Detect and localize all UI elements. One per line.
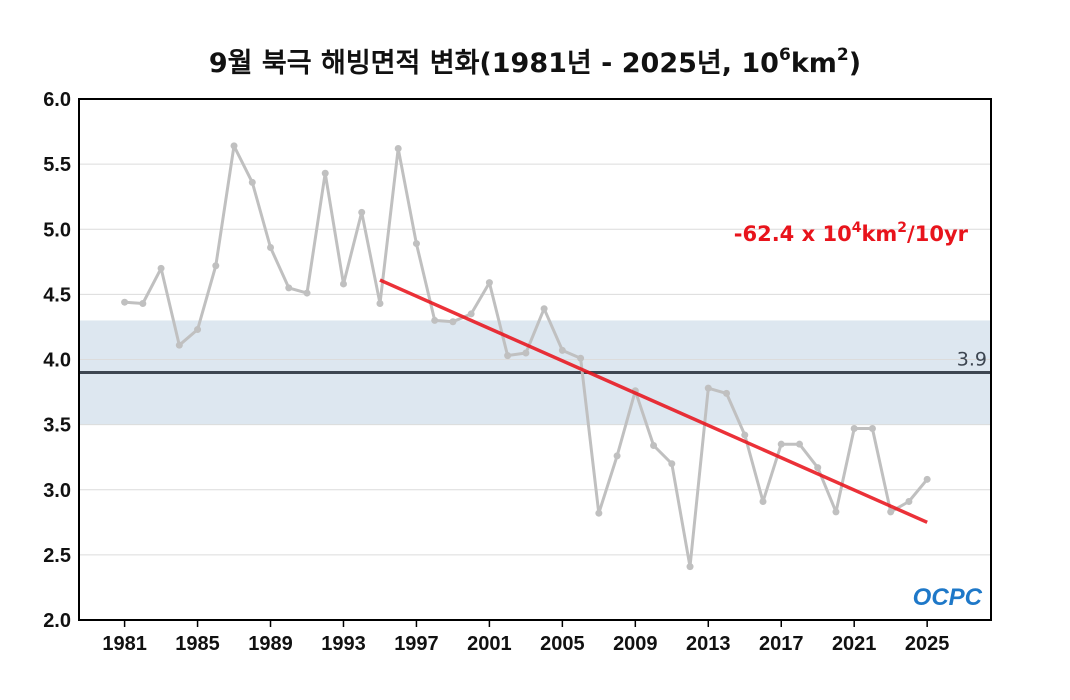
x-tick-label: 1993 — [321, 633, 366, 655]
trend-label-sup-2: 2 — [897, 220, 907, 236]
trend-label-sup-1: 4 — [852, 220, 862, 236]
data-point — [139, 299, 147, 307]
x-axis-tick-labels: 1981 1985 1989 1993 1997 2001 2005 2009 2013 2017… — [102, 633, 949, 655]
x-axis-ticks — [123, 620, 928, 627]
data-point — [485, 279, 493, 287]
data-point — [759, 497, 767, 505]
y-tick-label: 4.0 — [43, 350, 71, 372]
data-point — [868, 425, 876, 433]
data-point — [431, 316, 439, 324]
y-tick-label: 2.5 — [43, 545, 71, 567]
data-point — [285, 284, 293, 292]
x-tick-label: 1989 — [248, 633, 293, 655]
y-tick-label: 3.5 — [43, 415, 71, 437]
data-point — [230, 142, 238, 150]
title-sup-2: 2 — [837, 45, 849, 65]
y-tick-label: 5.5 — [43, 154, 71, 176]
trend-label-base: -62.4 x 10 — [734, 222, 852, 246]
x-tick-label: 2005 — [540, 633, 585, 655]
data-point — [577, 354, 585, 362]
y-tick-label: 3.0 — [43, 480, 71, 502]
data-point — [905, 497, 913, 505]
plot-frame — [78, 98, 992, 621]
trend-line — [379, 278, 928, 524]
data-point — [522, 349, 530, 357]
data-point — [321, 169, 329, 177]
data-point — [339, 280, 347, 288]
data-point — [394, 144, 402, 152]
trend-label: -62.4 x 104km2/10yr — [734, 220, 969, 246]
data-point — [668, 460, 676, 468]
data-point — [814, 464, 822, 472]
ocpc-logo: OCPC — [913, 584, 983, 611]
title-sup-1: 6 — [779, 45, 791, 65]
data-point — [175, 341, 183, 349]
data-point — [376, 299, 384, 307]
data-point — [194, 326, 202, 334]
trend-label-mid: km — [861, 222, 897, 246]
x-tick-label: 2025 — [905, 633, 950, 655]
x-tick-label: 1997 — [394, 633, 439, 655]
data-point — [121, 298, 129, 306]
title-end: ) — [849, 48, 861, 79]
trend-label-end: /10yr — [907, 222, 969, 246]
y-tick-label: 2.0 — [43, 610, 71, 632]
data-point — [595, 509, 603, 517]
data-point — [887, 508, 895, 516]
data-point — [777, 440, 785, 448]
y-tick-label: 6.0 — [43, 89, 71, 111]
series-points — [121, 142, 931, 571]
x-tick-label: 2009 — [613, 633, 658, 655]
data-point — [650, 441, 658, 449]
y-tick-label: 5.0 — [43, 219, 71, 241]
data-point — [540, 305, 548, 313]
y-axis-tick-labels: 2.0 2.5 3.0 3.5 4.0 4.5 5.0 5.5 6.0 — [43, 89, 71, 632]
y-tick-label: 4.5 — [43, 284, 71, 306]
data-point — [267, 243, 275, 251]
x-tick-label: 1981 — [102, 633, 147, 655]
data-point — [467, 310, 475, 318]
x-tick-label: 2017 — [759, 633, 804, 655]
data-point — [303, 289, 311, 297]
title-mid: km — [791, 48, 837, 79]
gridlines — [79, 163, 991, 556]
data-point — [558, 346, 566, 354]
x-tick-label: 2013 — [686, 633, 731, 655]
x-tick-label: 2021 — [832, 633, 877, 655]
data-point — [248, 178, 256, 186]
data-point — [795, 440, 803, 448]
x-tick-label: 2001 — [467, 633, 512, 655]
data-point — [704, 384, 712, 392]
data-point — [449, 318, 457, 326]
data-point — [613, 452, 621, 460]
x-tick-label: 1985 — [175, 633, 220, 655]
title-main: 9월 북극 해빙면적 변화(1981년 - 2025년, 10 — [209, 48, 779, 79]
data-point — [157, 264, 165, 272]
data-point — [412, 240, 420, 248]
data-point — [212, 262, 220, 270]
data-point — [504, 352, 512, 360]
mean-label: 3.9 — [957, 349, 987, 371]
data-point — [923, 475, 931, 483]
data-point — [358, 208, 366, 216]
data-point — [741, 431, 749, 439]
data-point — [832, 508, 840, 516]
chart-title: 9월 북극 해빙면적 변화(1981년 - 2025년, 106km2) — [209, 45, 861, 79]
data-point — [850, 425, 858, 433]
data-point — [686, 563, 694, 571]
data-point — [723, 389, 731, 397]
